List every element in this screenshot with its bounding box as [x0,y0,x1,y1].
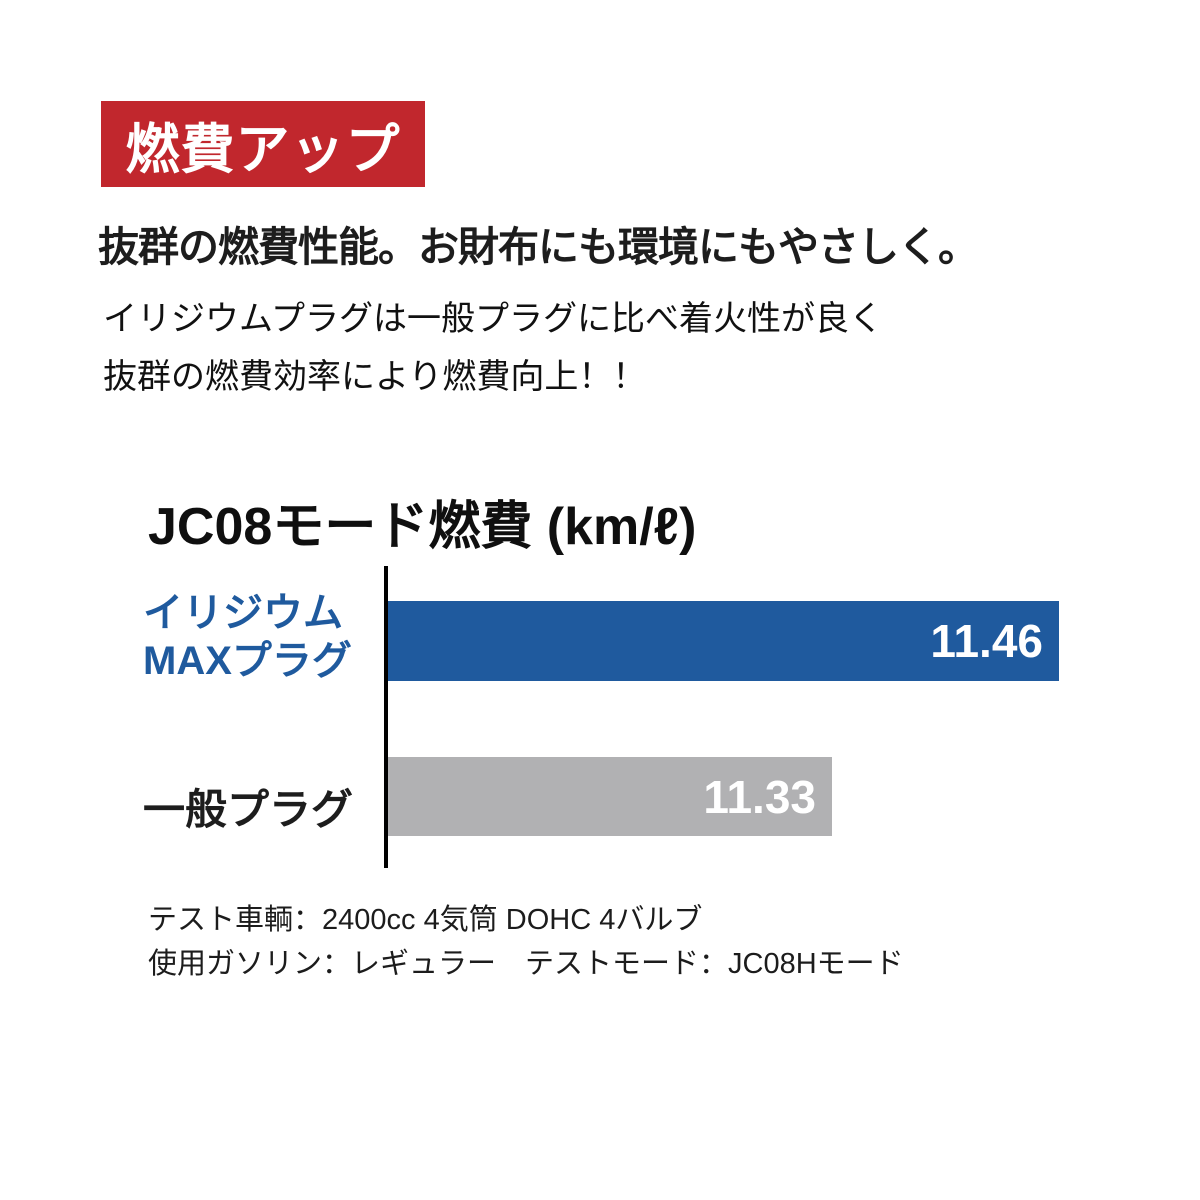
bar-iridium-max-plug: 11.46 [388,601,1059,681]
fuel-up-badge-label: 燃費アップ [125,119,401,180]
bar-value-iridium-max-plug: 11.46 [930,615,1043,667]
test-condition-note: 使用ガソリン：レギュラー テストモード：JC08Hモード [148,948,904,980]
chart-title: JC08モード燃費 (km/ℓ) [148,498,697,556]
bar-label-iridium-max-plug: イリジウム MAXプラグ [143,589,352,685]
test-vehicle-note: テスト車輌：2400cc 4気筒 DOHC 4バルブ [148,904,703,936]
bar-label-iridium-line-1: イリジウム [143,591,343,635]
bar-standard-plug: 11.33 [388,757,832,836]
bar-label-iridium-line-2: MAXプラグ [143,639,352,683]
headline: 抜群の燃費性能。お財布にも環境にもやさしく。 [98,224,979,270]
bar-value-standard-plug: 11.33 [703,770,816,823]
body-copy-line-1: イリジウムプラグは一般プラグに比べ着火性が良く [103,300,883,338]
body-copy-line-2: 抜群の燃費効率により燃費向上！！ [103,358,647,396]
chart-axis-line [384,566,388,868]
fuel-up-badge: 燃費アップ [101,101,425,187]
bar-label-standard-plug: 一般プラグ [143,776,353,837]
bar-label-standard-line-1: 一般プラグ [143,786,354,833]
